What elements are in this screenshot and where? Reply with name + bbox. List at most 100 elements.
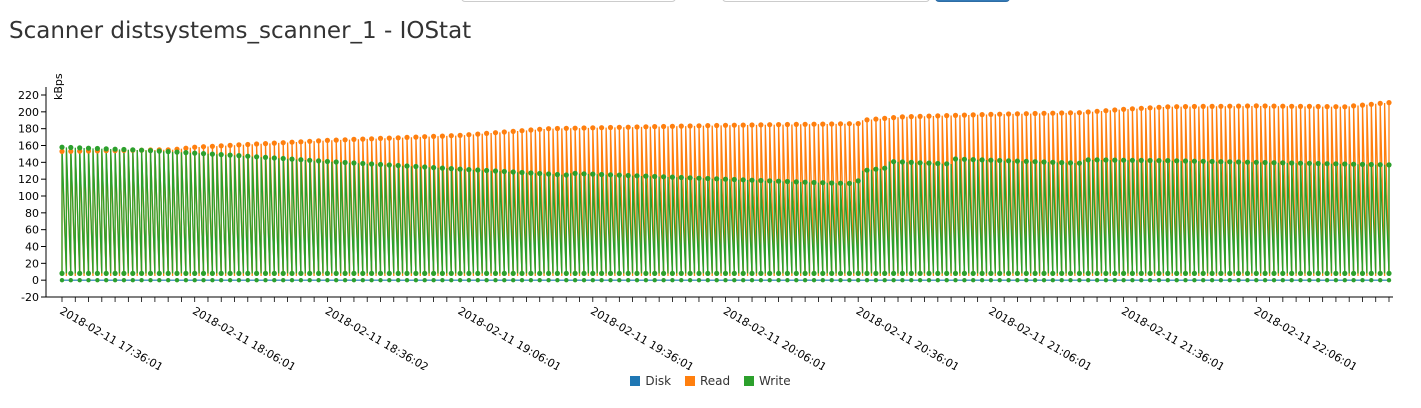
point-disk — [1032, 278, 1038, 283]
point-disk — [263, 278, 268, 283]
point-write — [139, 270, 145, 276]
point-read — [882, 115, 888, 121]
point-write — [1209, 158, 1215, 165]
point-read — [457, 132, 463, 138]
point-write — [316, 270, 322, 276]
legend-label-write: Write — [758, 374, 791, 388]
point-read — [926, 113, 932, 119]
point-disk — [1068, 278, 1073, 283]
point-write — [643, 270, 649, 276]
point-write — [1076, 270, 1082, 276]
point-write — [1121, 270, 1127, 276]
submit-button[interactable] — [935, 0, 1010, 2]
point-write — [130, 270, 136, 276]
point-disk — [457, 278, 463, 283]
legend-item-read[interactable]: Read — [684, 374, 730, 388]
point-disk — [396, 278, 401, 283]
point-write — [1227, 270, 1233, 276]
point-disk — [1218, 278, 1224, 283]
point-disk — [307, 278, 312, 283]
point-disk — [1192, 278, 1197, 283]
y-tick-label: 180 — [18, 123, 39, 136]
point-read — [200, 144, 207, 150]
point-disk — [767, 278, 772, 283]
point-write — [563, 172, 569, 178]
point-write — [1377, 162, 1383, 168]
start-date-input[interactable] — [461, 0, 676, 2]
point-write — [616, 172, 622, 178]
point-write — [333, 159, 339, 165]
y-tick-label: 60 — [25, 224, 39, 237]
point-disk — [652, 278, 657, 283]
point-read — [271, 140, 277, 146]
point-disk — [466, 278, 472, 283]
point-disk — [714, 278, 719, 283]
point-write — [68, 270, 74, 276]
point-write — [873, 166, 879, 172]
x-tick-label: 2018-02-11 17:36:01 — [58, 304, 166, 370]
point-write — [77, 270, 83, 276]
point-read — [1227, 103, 1233, 109]
point-disk — [298, 278, 304, 283]
point-write — [997, 270, 1003, 276]
top-controls — [0, 0, 1421, 6]
point-read — [988, 111, 994, 117]
point-disk — [1298, 278, 1303, 283]
y-tick-label: 140 — [18, 156, 39, 169]
point-disk — [590, 278, 595, 283]
point-write — [1351, 161, 1357, 167]
point-write — [1315, 160, 1321, 167]
point-write — [731, 176, 737, 183]
point-write — [360, 160, 366, 167]
point-disk — [1112, 278, 1118, 283]
point-write — [696, 175, 702, 181]
point-write — [908, 159, 914, 165]
point-write — [404, 163, 410, 169]
point-write — [218, 152, 224, 158]
point-disk — [342, 278, 348, 283]
point-read — [1156, 104, 1162, 110]
point-write — [1271, 270, 1277, 276]
point-write — [174, 149, 180, 155]
point-write — [528, 270, 534, 276]
point-write — [970, 157, 976, 163]
point-write — [519, 169, 525, 176]
end-date-input[interactable] — [722, 0, 930, 2]
point-disk — [1262, 278, 1268, 283]
point-read — [218, 143, 224, 149]
x-tick-label: 2018-02-11 20:36:01 — [854, 304, 962, 370]
point-write — [1324, 161, 1330, 167]
point-write — [1076, 160, 1082, 166]
point-disk — [749, 278, 755, 283]
point-read — [997, 111, 1003, 117]
point-disk — [1183, 278, 1188, 283]
point-read — [1351, 103, 1357, 109]
point-read — [227, 142, 233, 148]
point-write — [1041, 270, 1047, 276]
point-write — [209, 270, 215, 276]
point-read — [342, 137, 348, 143]
point-disk — [1307, 278, 1312, 283]
point-write — [687, 175, 693, 181]
point-write — [554, 171, 561, 178]
point-read — [607, 124, 614, 131]
legend-item-disk[interactable]: Disk — [630, 374, 671, 388]
point-write — [192, 270, 198, 276]
point-write — [236, 153, 242, 159]
point-disk — [1156, 278, 1162, 283]
point-write — [1147, 157, 1153, 164]
point-disk — [1201, 278, 1206, 283]
point-write — [298, 270, 304, 276]
legend-item-write[interactable]: Write — [743, 374, 791, 388]
point-read — [386, 135, 392, 141]
point-read — [1359, 102, 1366, 108]
point-disk — [1236, 278, 1241, 283]
point-write — [846, 180, 853, 186]
point-read — [855, 121, 861, 127]
point-write — [1014, 158, 1021, 164]
point-disk — [1245, 278, 1250, 283]
point-read — [705, 123, 711, 129]
point-write — [501, 270, 507, 276]
point-write — [1191, 158, 1197, 164]
point-write — [935, 270, 941, 276]
